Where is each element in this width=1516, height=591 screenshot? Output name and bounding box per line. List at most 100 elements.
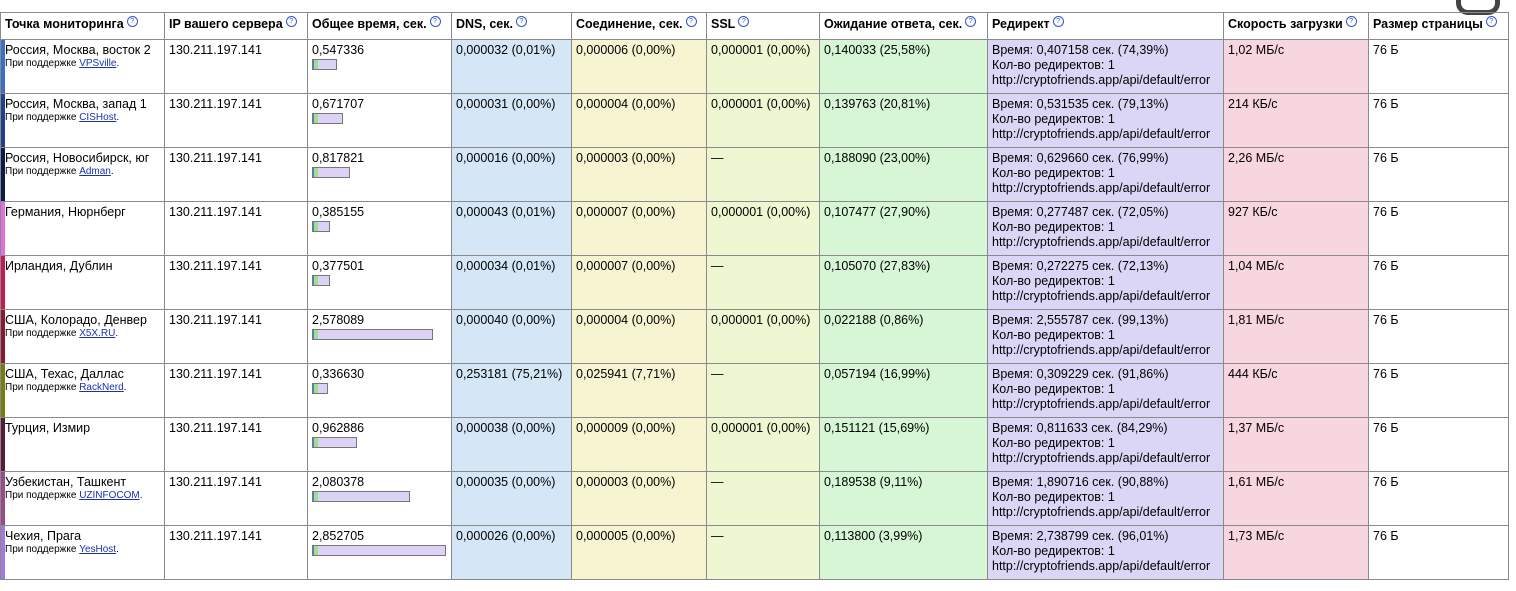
ip-cell: 130.211.197.141: [164, 471, 308, 526]
dns-cell: 0,000016 (0,00%): [451, 147, 572, 202]
bar-segment-wait: [314, 60, 318, 69]
total-time-value: 0,336630: [312, 367, 365, 381]
total-time-value: 0,385155: [312, 205, 365, 219]
connection-cell: 0,000003 (0,00%): [571, 471, 707, 526]
size-cell: 76 Б: [1368, 309, 1509, 364]
ssl-cell: —: [706, 147, 820, 202]
total-time-bar: [312, 275, 330, 286]
redirect-count-line: Кол-во редиректов: 1: [992, 220, 1115, 234]
help-icon[interactable]: ?: [685, 16, 697, 27]
bar-segment-dns: [313, 384, 314, 393]
sponsor-link[interactable]: Adman: [79, 166, 111, 177]
dns-cell: 0,000032 (0,01%): [451, 39, 572, 94]
bar-segment-wait: [314, 492, 318, 501]
ssl-cell: —: [706, 363, 820, 418]
sponsor-link[interactable]: X5X.RU: [79, 328, 116, 339]
help-icon[interactable]: ?: [738, 16, 750, 27]
ssl-cell: —: [706, 471, 820, 526]
redirect-cell: Время: 0,811633 сек. (84,29%) Кол-во реди…: [987, 417, 1224, 472]
wait-cell: 0,057194 (16,99%): [819, 363, 988, 418]
location-color-stripe: [1, 526, 5, 579]
speed-cell: 1,37 МБ/с: [1223, 417, 1369, 472]
location-name: Россия, Москва, запад 1: [5, 97, 147, 111]
bar-segment-wait: [314, 168, 318, 177]
total-time-cell: 0,671707: [307, 93, 452, 148]
sponsor-link[interactable]: VPSville: [79, 58, 117, 69]
sponsor-link[interactable]: RackNerd: [79, 382, 124, 393]
location-name: Чехия, Прага: [5, 529, 82, 543]
sponsor-link[interactable]: CISHost: [79, 112, 117, 123]
wait-cell: 0,105070 (27,83%): [819, 255, 988, 310]
help-icon[interactable]: ?: [1485, 16, 1497, 27]
total-time-cell: 0,377501: [307, 255, 452, 310]
help-icon[interactable]: ?: [285, 16, 297, 27]
redirect-url: http://cryptofriends.app/api/default/err…: [992, 343, 1211, 357]
bar-segment-dns: [313, 330, 314, 339]
redirect-cell: Время: 0,629660 сек. (76,99%) Кол-во реди…: [987, 147, 1224, 202]
table-row: Россия, Новосибирск, юг При поддержке Adm…: [0, 147, 1509, 202]
location-name: Узбекистан, Ташкент: [5, 475, 127, 489]
sponsor-line: При поддержке YesHost.: [5, 544, 119, 555]
location-color-stripe: [1, 256, 5, 309]
dns-cell: 0,000034 (0,01%): [451, 255, 572, 310]
sponsor-prefix: При поддержке: [5, 490, 77, 501]
size-cell: 76 Б: [1368, 39, 1509, 94]
redirect-url: http://cryptofriends.app/api/default/err…: [992, 451, 1211, 465]
redirect-count-line: Кол-во редиректов: 1: [992, 58, 1115, 72]
sponsor-line: При поддержке RackNerd.: [5, 382, 127, 393]
redirect-cell: Время: 0,309229 сек. (91,86%) Кол-во реди…: [987, 363, 1224, 418]
sponsor-link[interactable]: YesHost: [79, 544, 117, 555]
redirect-url: http://cryptofriends.app/api/default/err…: [992, 397, 1211, 411]
total-time-value: 0,962886: [312, 421, 365, 435]
location-name: США, Техас, Даллас: [5, 367, 124, 381]
location-cell: США, Колорадо, Денвер При поддержке X5X.R…: [0, 309, 165, 364]
dns-cell: 0,000035 (0,00%): [451, 471, 572, 526]
table-row: Чехия, Прага При поддержке YesHost. 130.21…: [0, 525, 1509, 580]
speed-cell: 444 КБ/с: [1223, 363, 1369, 418]
location-cell: Узбекистан, Ташкент При поддержке UZINFOC…: [0, 471, 165, 526]
help-icon[interactable]: ?: [1052, 16, 1064, 27]
dns-cell: 0,000026 (0,00%): [451, 525, 572, 580]
bar-segment-dns: [313, 222, 314, 231]
bar-segment-wait: [314, 546, 318, 555]
redirect-count-line: Кол-во редиректов: 1: [992, 436, 1115, 450]
location-cell: Ирландия, Дублин: [0, 255, 165, 310]
total-time-bar: [312, 437, 357, 448]
bar-segment-dns: [313, 114, 314, 123]
header-speed: Скорость загрузки?: [1223, 12, 1369, 40]
location-color-stripe: [1, 310, 5, 363]
location-cell: США, Техас, Даллас При поддержке RackNerd…: [0, 363, 165, 418]
total-time-bar: [312, 329, 433, 340]
speed-cell: 927 КБ/с: [1223, 201, 1369, 256]
ssl-cell: 0,000001 (0,00%): [706, 93, 820, 148]
help-icon[interactable]: ?: [965, 16, 977, 27]
sponsor-prefix: При поддержке: [5, 328, 77, 339]
sponsor-line: При поддержке UZINFOCOM.: [5, 490, 143, 501]
sponsor-line: При поддержке VPSville.: [5, 58, 120, 69]
location-color-stripe: [1, 148, 5, 201]
help-icon[interactable]: ?: [515, 16, 527, 27]
redirect-time-line: Время: 2,738799 сек. (96,01%): [992, 529, 1169, 543]
help-icon[interactable]: ?: [126, 16, 138, 27]
sponsor-link[interactable]: UZINFOCOM: [79, 490, 140, 501]
connection-cell: 0,000005 (0,00%): [571, 525, 707, 580]
header-ip: IP вашего сервера?: [164, 12, 308, 40]
size-cell: 76 Б: [1368, 255, 1509, 310]
header-point: Точка мониторинга?: [0, 12, 165, 40]
total-time-bar: [312, 545, 446, 556]
sponsor-line: При поддержке CISHost.: [5, 112, 120, 123]
redirect-url: http://cryptofriends.app/api/default/err…: [992, 235, 1211, 249]
help-icon[interactable]: ?: [429, 16, 441, 27]
redirect-url: http://cryptofriends.app/api/default/err…: [992, 505, 1211, 519]
redirect-time-line: Время: 0,277487 сек. (72,05%): [992, 205, 1169, 219]
help-icon[interactable]: ?: [1345, 16, 1357, 27]
location-color-stripe: [1, 94, 5, 147]
redirect-count-line: Кол-во редиректов: 1: [992, 490, 1115, 504]
dns-cell: 0,000031 (0,00%): [451, 93, 572, 148]
total-time-cell: 0,817821: [307, 147, 452, 202]
wait-cell: 0,022188 (0,86%): [819, 309, 988, 364]
ip-cell: 130.211.197.141: [164, 201, 308, 256]
redirect-url: http://cryptofriends.app/api/default/err…: [992, 289, 1211, 303]
bar-segment-dns: [313, 60, 314, 69]
redirect-url: http://cryptofriends.app/api/default/err…: [992, 127, 1211, 141]
